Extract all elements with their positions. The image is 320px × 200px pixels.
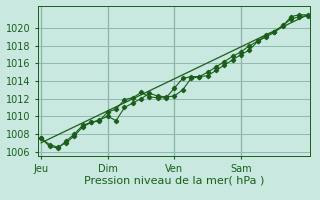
X-axis label: Pression niveau de la mer( hPa ): Pression niveau de la mer( hPa ) (84, 175, 265, 185)
